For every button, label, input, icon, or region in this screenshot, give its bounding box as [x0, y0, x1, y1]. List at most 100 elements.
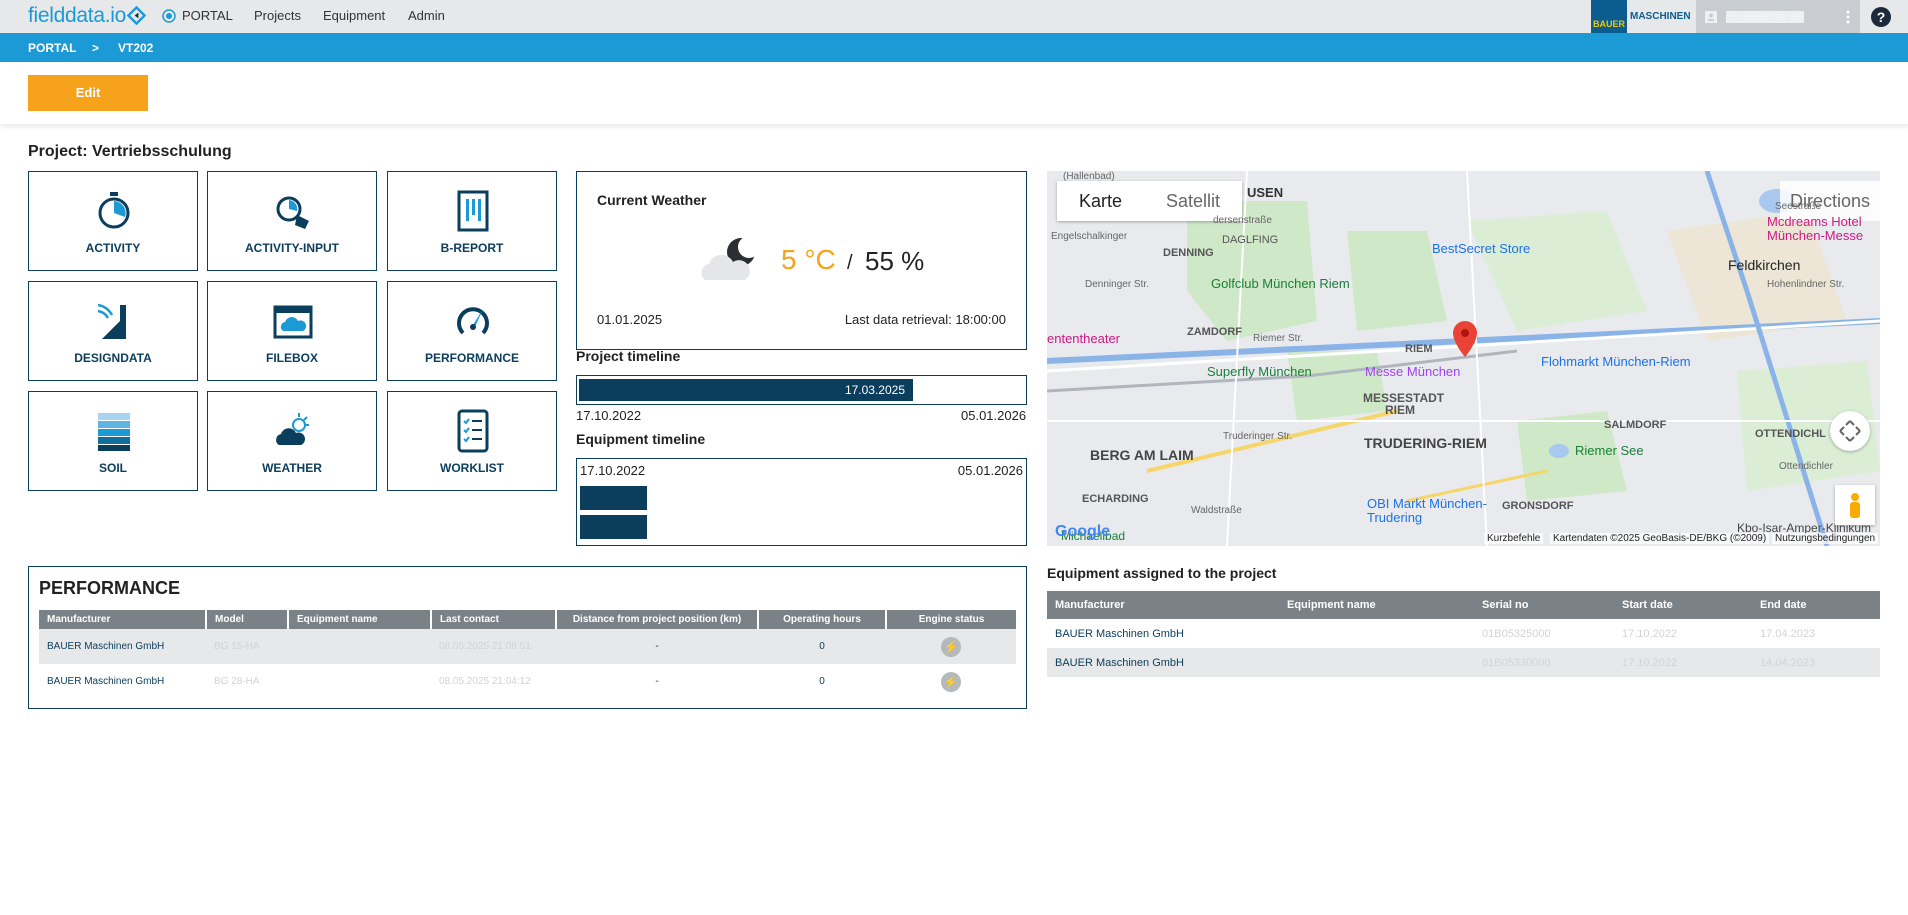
- map-tab-satellit[interactable]: Satellit: [1166, 191, 1221, 211]
- cell-distance: -: [655, 676, 659, 687]
- tile-designdata[interactable]: DESIGNDATA: [28, 281, 198, 381]
- map-poi-bestsecret[interactable]: BestSecret Store: [1432, 241, 1531, 256]
- nav-projects[interactable]: Projects: [254, 8, 301, 23]
- col-equipment-name[interactable]: Equipment name: [288, 610, 432, 629]
- map-poi-flohmarkt[interactable]: Flohmarkt München-Riem: [1541, 354, 1691, 369]
- bauer-logo-text: MASCHINEN: [1630, 11, 1691, 22]
- project-timeline-bar: 17.03.2025: [579, 379, 913, 401]
- nav-equipment[interactable]: Equipment: [323, 8, 386, 23]
- portal-globe-icon: [162, 8, 176, 23]
- col-serial-no[interactable]: Serial no: [1474, 591, 1614, 619]
- fielddata-logo[interactable]: fielddata.io: [28, 4, 126, 27]
- table-row[interactable]: BAUER Maschinen GmbH 01B05325000 17.10.2…: [1047, 619, 1880, 648]
- map-poi-superfly[interactable]: Superfly München: [1207, 364, 1312, 379]
- cell-equipment-name: [1279, 619, 1474, 648]
- action-toolbar: Edit: [0, 62, 1908, 124]
- soil-layers-icon: [98, 413, 130, 451]
- map-street-denninger: Denninger Str.: [1085, 279, 1149, 290]
- pegman-icon[interactable]: [1835, 485, 1875, 525]
- more-vert-icon[interactable]: [1846, 10, 1850, 24]
- map-label-usen: USEN: [1247, 185, 1284, 200]
- map-label-zamdorf: ZAMDORF: [1187, 326, 1242, 338]
- tile-activity[interactable]: ACTIVITY: [28, 171, 198, 271]
- map-poi-obi[interactable]: OBI Markt München-Trudering: [1367, 496, 1487, 525]
- cell-distance: -: [556, 629, 758, 664]
- tile-b-report[interactable]: B-REPORT: [387, 171, 557, 271]
- equipment-timeline-title: Equipment timeline: [576, 431, 706, 447]
- breadcrumb: PORTAL > VT202: [0, 33, 1908, 62]
- col-manufacturer[interactable]: Manufacturer: [1047, 591, 1279, 619]
- map-poi-michaelibad[interactable]: Michaelibad: [1061, 529, 1126, 543]
- project-map[interactable]: Karte Satellit Directions USEN DENNING D…: [1047, 171, 1880, 546]
- col-last-contact[interactable]: Last contact: [431, 610, 557, 629]
- tile-performance[interactable]: PERFORMANCE: [387, 281, 557, 381]
- user-menu[interactable]: ██████████: [1696, 0, 1860, 33]
- tile-label: WEATHER: [262, 461, 322, 475]
- col-operating-hours[interactable]: Operating hours: [758, 610, 887, 629]
- user-card-icon: [1705, 10, 1717, 23]
- map-poi-mcdreams[interactable]: Mcdreams Hotel München-Messe: [1767, 214, 1864, 243]
- engine-status-icon: ⚡: [941, 636, 961, 657]
- nav-portal[interactable]: PORTAL: [162, 8, 233, 23]
- project-timeline-end: 05.01.2026: [961, 408, 1027, 423]
- col-distance[interactable]: Distance from project position (km): [556, 610, 759, 629]
- breadcrumb-portal[interactable]: PORTAL: [28, 41, 77, 55]
- map-directions-button[interactable]: Directions: [1779, 181, 1880, 221]
- map-label-messestadt-riem: RIEM: [1385, 403, 1415, 417]
- col-engine-status[interactable]: Engine status: [886, 610, 1016, 629]
- help-icon[interactable]: ?: [1871, 7, 1891, 27]
- map-terms-link[interactable]: Nutzungsbedingungen: [1772, 533, 1879, 544]
- tile-filebox[interactable]: FILEBOX: [207, 281, 377, 381]
- cell-start-date: 17.10.2022: [1614, 648, 1752, 677]
- map-fullscreen-icon[interactable]: [1830, 411, 1870, 451]
- nav-admin[interactable]: Admin: [408, 8, 445, 23]
- map-poi-riemer-see[interactable]: Riemer See: [1575, 443, 1644, 458]
- cell-engine-status: ⚡: [886, 629, 1016, 664]
- cell-model: BG 28-HA: [214, 676, 260, 687]
- cell-operating-hours: 0: [819, 676, 825, 687]
- map-location-pin-icon[interactable]: [1453, 321, 1477, 357]
- col-start-date[interactable]: Start date: [1614, 591, 1752, 619]
- col-end-date[interactable]: End date: [1752, 591, 1880, 619]
- performance-title: PERFORMANCE: [39, 578, 181, 598]
- tile-activity-input[interactable]: ACTIVITY-INPUT: [207, 171, 377, 271]
- tile-weather[interactable]: WEATHER: [207, 391, 377, 491]
- equipment-timeline-start: 17.10.2022: [580, 463, 646, 478]
- table-row[interactable]: BAUER Maschinen GmbH BG 15-HA 08.05.2025…: [39, 629, 1016, 664]
- table-row[interactable]: BAUER Maschinen GmbH 01B05330000 17.10.2…: [1047, 648, 1880, 677]
- project-timeline-start: 17.10.2022: [576, 408, 642, 423]
- tile-worklist[interactable]: WORKLIST: [387, 391, 557, 491]
- map-poi-ententheater[interactable]: ententheater: [1047, 331, 1121, 346]
- map-label-salmdorf: SALMDORF: [1604, 419, 1667, 431]
- equipment-timeline-bar-1: [580, 486, 647, 510]
- map-label-hallenbad: (Hallenbad): [1063, 171, 1115, 182]
- cell-end-date: 17.04.2023: [1760, 627, 1816, 640]
- tile-label: WORKLIST: [440, 461, 504, 475]
- weather-temperature: 5 °C: [781, 244, 836, 275]
- map-label-gronsdorf: GRONSDORF: [1502, 500, 1574, 512]
- map-canvas[interactable]: [1047, 171, 1880, 546]
- map-label-daglfing: DAGLFING: [1222, 234, 1279, 246]
- current-weather-card: Current Weather 5 °C / 55 % 01.01.2025 L…: [576, 171, 1027, 350]
- map-street-dersenstrasse: dersenstraße: [1213, 215, 1272, 226]
- tile-soil[interactable]: SOIL: [28, 391, 198, 491]
- map-attribution: Kartendaten ©2025 GeoBasis-DE/BKG (©2009…: [1550, 533, 1770, 544]
- cloudy-night-icon: [701, 236, 760, 280]
- map-poi-messe-muenchen[interactable]: Messe München: [1365, 364, 1461, 379]
- tile-label: DESIGNDATA: [74, 351, 152, 365]
- col-model[interactable]: Model: [206, 610, 289, 629]
- map-tab-karte[interactable]: Karte: [1057, 181, 1145, 221]
- col-manufacturer[interactable]: Manufacturer: [39, 610, 207, 629]
- page-title: Project: Vertriebsschulung: [28, 143, 232, 160]
- breadcrumb-current: VT202: [118, 41, 154, 55]
- map-street-seestrasse: Seestraße: [1775, 201, 1822, 212]
- edit-button[interactable]: Edit: [28, 75, 148, 111]
- cell-manufacturer: BAUER Maschinen GmbH: [39, 629, 206, 664]
- map-poi-golfclub[interactable]: Golfclub München Riem: [1211, 276, 1350, 291]
- tile-label: B-REPORT: [440, 241, 504, 255]
- col-equipment-name[interactable]: Equipment name: [1279, 591, 1474, 619]
- cell-equipment-name: [1279, 648, 1474, 677]
- map-shortcuts-link[interactable]: Kurzbefehle: [1484, 533, 1544, 544]
- map-type-tabs: Karte Satellit: [1057, 181, 1243, 221]
- table-row[interactable]: BAUER Maschinen GmbH BG 28-HA 08.05.2025…: [39, 664, 1016, 699]
